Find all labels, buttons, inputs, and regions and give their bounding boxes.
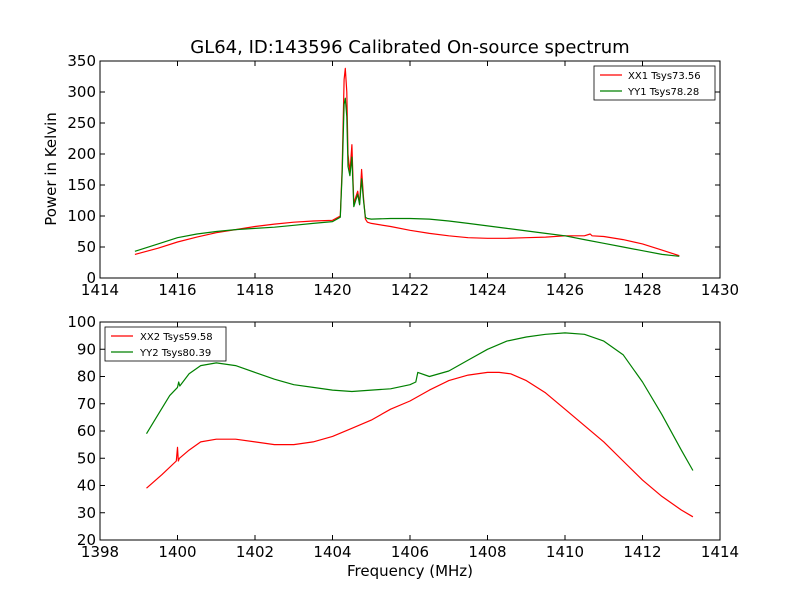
top-ytick-label-50: 50	[77, 238, 96, 256]
top-xtick-label-1414: 1414	[81, 281, 119, 299]
bottom-ytick-label-40: 40	[77, 477, 96, 495]
bottom-chart-legend: XX2 Tsys59.58 YY2 Tsys80.39	[104, 326, 227, 362]
bottom-ytick-label-60: 60	[77, 422, 96, 440]
top-xtick-label-1422: 1422	[391, 281, 429, 299]
bottom-xtick-label-1400: 1400	[158, 543, 196, 561]
top-legend-label-xx1: XX1 Tsys73.56	[628, 71, 701, 82]
bottom-chart: Frequency (MHz) 1398 1400 1402 1404 1406 1408…	[67, 313, 739, 580]
bottom-ytick-label-70: 70	[77, 395, 96, 413]
bottom-xtick-label-1412: 1412	[623, 543, 661, 561]
top-series-yy1-line	[134, 97, 680, 257]
bottom-legend-label-yy2: YY2 Tsys80.39	[139, 348, 211, 359]
top-ytick-label-100: 100	[67, 207, 96, 225]
top-xtick-label-1426: 1426	[546, 281, 584, 299]
bottom-ytick-label-20: 20	[77, 531, 96, 549]
bottom-chart-ticks: 1398 1400 1402 1404 1406 1408 1410 1412 1414 20 30…	[67, 313, 739, 561]
top-xtick-label-1424: 1424	[468, 281, 506, 299]
bottom-series-xx2-line	[146, 371, 694, 518]
bottom-xtick-label-1410: 1410	[546, 543, 584, 561]
bottom-xtick-label-1406: 1406	[391, 543, 429, 561]
top-xtick-label-1418: 1418	[236, 281, 274, 299]
top-chart-title: GL64, ID:143596 Calibrated On-source spe…	[190, 37, 629, 58]
bottom-series-yy2-line	[145, 332, 694, 471]
top-ytick-label-250: 250	[67, 114, 96, 132]
bottom-chart-series	[145, 332, 694, 518]
top-xtick-label-1428: 1428	[623, 281, 661, 299]
bottom-ytick-label-50: 50	[77, 449, 96, 467]
top-legend-label-yy1: YY1 Tsys78.28	[627, 87, 699, 98]
top-chart-series	[134, 67, 680, 257]
bottom-ytick-label-80: 80	[77, 368, 96, 386]
bottom-ytick-label-100: 100	[67, 313, 96, 331]
top-ytick-label-350: 350	[67, 52, 96, 70]
top-chart-legend: XX1 Tsys73.56 YY1 Tsys78.28	[593, 65, 716, 101]
bottom-chart-axes-frame	[99, 321, 721, 541]
top-ytick-label-300: 300	[67, 83, 96, 101]
bottom-xtick-label-1402: 1402	[236, 543, 274, 561]
top-legend-box	[593, 65, 716, 101]
top-chart-axes-frame	[99, 60, 721, 279]
top-xtick-label-1430: 1430	[701, 281, 739, 299]
top-xtick-label-1420: 1420	[313, 281, 351, 299]
top-chart-ylabel: Power in Kelvin	[42, 112, 60, 226]
bottom-xtick-label-1398: 1398	[81, 543, 119, 561]
top-ytick-label-150: 150	[67, 176, 96, 194]
bottom-ytick-label-90: 90	[77, 340, 96, 358]
bottom-legend-box	[104, 326, 227, 362]
bottom-xtick-label-1414: 1414	[701, 543, 739, 561]
top-chart-ticks: 1414 1416 1418 1420 1422 1424 1426 1428 1430 0 50 1…	[67, 52, 739, 299]
top-ytick-label-0: 0	[86, 269, 96, 287]
top-ytick-label-200: 200	[67, 145, 96, 163]
bottom-chart-xlabel: Frequency (MHz)	[347, 562, 473, 580]
bottom-legend-label-xx2: XX2 Tsys59.58	[140, 332, 213, 343]
top-xtick-label-1416: 1416	[158, 281, 196, 299]
top-chart: GL64, ID:143596 Calibrated On-source spe…	[42, 37, 739, 299]
bottom-xtick-label-1408: 1408	[468, 543, 506, 561]
bottom-xtick-label-1404: 1404	[313, 543, 351, 561]
bottom-ytick-label-30: 30	[77, 504, 96, 522]
